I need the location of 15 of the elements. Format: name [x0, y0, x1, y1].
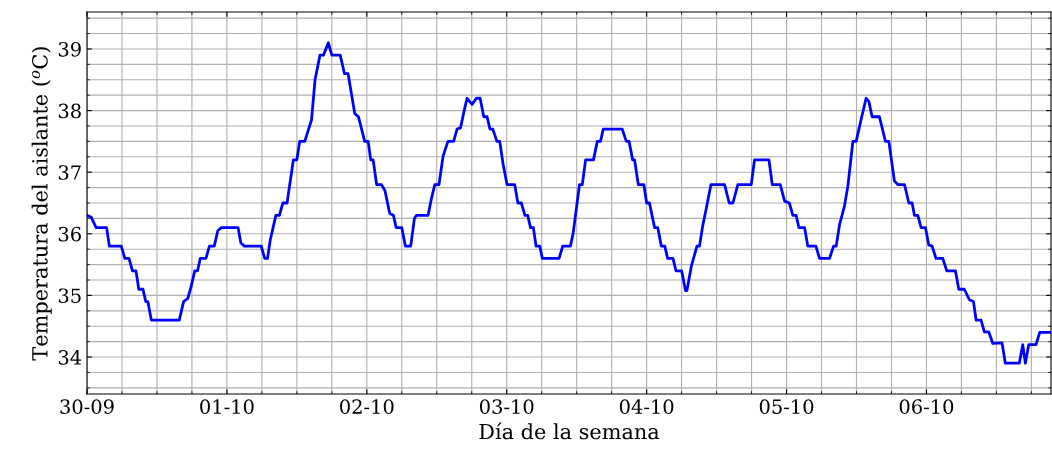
y-tick-label: 34 — [58, 349, 82, 365]
x-tick-label: 05-10 — [759, 399, 814, 414]
x-tick-label: 02-10 — [340, 399, 394, 414]
x-tick-label: 06-10 — [899, 399, 954, 414]
x-tick-label: 01-10 — [200, 399, 254, 414]
x-axis-title: Día de la semana — [479, 422, 660, 440]
y-tick-label: 39 — [58, 41, 81, 57]
x-tick-label: 04-10 — [619, 399, 674, 414]
y-tick-label: 36 — [58, 226, 81, 242]
y-axis-title: Temperatura del aislante ($^{o}$C) — [31, 47, 52, 361]
y-tick-label: 38 — [58, 103, 81, 119]
x-tick-label: 03-10 — [479, 399, 534, 414]
y-tick-label: 35 — [58, 288, 81, 304]
x-tick-label: 30-09 — [60, 399, 114, 414]
y-tick-label: 37 — [58, 165, 81, 180]
